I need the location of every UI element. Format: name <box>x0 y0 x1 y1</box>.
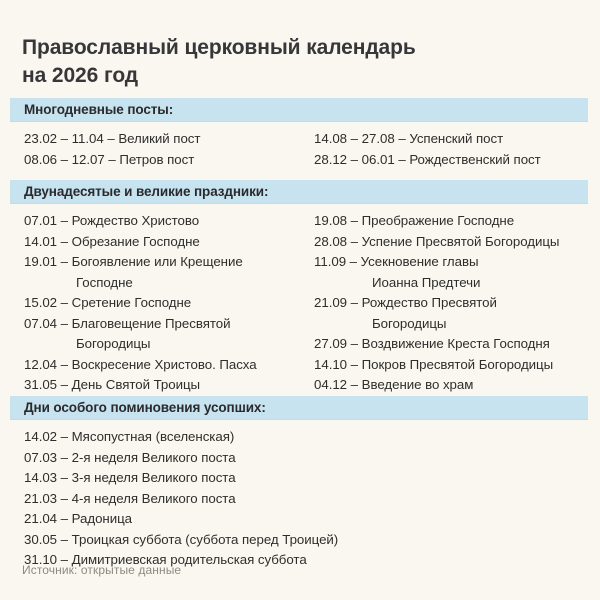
list-item: 08.06 – 12.07 – Петров пост <box>24 150 314 171</box>
entry-text: 11.09 – Усекновение главы <box>314 254 479 269</box>
list-item: 14.03 – 3-я неделя Великого поста <box>24 468 584 489</box>
entry-text: 19.01 – Богоявление или Крещение <box>24 254 243 269</box>
entry-continuation: Богородицы <box>76 336 151 351</box>
list-item: 11.09 – Усекновение главы Иоанна Предтеч… <box>314 252 600 293</box>
list-item: 19.08 – Преображение Господне <box>314 211 600 232</box>
entry-text: 07.01 – Рождество Христово <box>24 213 200 228</box>
entry-text: 28.12 – 06.01 – Рождественский пост <box>314 151 541 167</box>
list-item: 07.03 – 2-я неделя Великого поста <box>24 448 584 469</box>
entry-text: 30.05 – Троицкая суббота (суббота перед … <box>24 531 339 547</box>
fasts-right-column: 14.08 – 27.08 – Успенский пост 28.12 – 0… <box>314 129 600 170</box>
fasts-left-column: 23.02 – 11.04 – Великий пост 08.06 – 12.… <box>24 129 314 170</box>
entry-text: 04.12 – Введение во храм <box>314 377 474 392</box>
section-great-feasts: Двунадесятые и великие праздники: 07.01 … <box>10 180 588 416</box>
list-item: 14.08 – 27.08 – Успенский пост <box>314 129 600 150</box>
list-item: 12.04 – Воскресение Христово. Пасха <box>24 355 314 376</box>
section-body-memorial: 14.02 – Мясопустная (вселенская) 07.03 –… <box>10 420 588 571</box>
list-item: 14.02 – Мясопустная (вселенская) <box>24 427 584 448</box>
list-item: 15.02 – Сретение Господне <box>24 293 314 314</box>
entry-text: 14.08 – 27.08 – Успенский пост <box>314 131 504 146</box>
list-item: 07.04 – Благовещение Пресвятой Богородиц… <box>24 314 314 355</box>
entry-text: 14.01 – Обрезание Господне <box>24 233 200 249</box>
section-heading-feasts: Двунадесятые и великие праздники: <box>24 183 269 199</box>
list-item: 19.01 – Богоявление или Крещение Господн… <box>24 252 314 293</box>
section-header-bar-memorial: Дни особого поминовения усопших: <box>10 396 588 420</box>
entry-text: 14.03 – 3-я неделя Великого поста <box>24 470 236 485</box>
list-item: 28.12 – 06.01 – Рождественский пост <box>314 150 600 171</box>
section-header-bar-feasts: Двунадесятые и великие праздники: <box>10 180 588 204</box>
entry-text: 12.04 – Воскресение Христово. Пасха <box>24 356 257 372</box>
entry-text: 15.02 – Сретение Господне <box>24 295 192 310</box>
entry-text: 31.05 – День Святой Троицы <box>24 377 201 392</box>
list-item: 21.09 – Рождество Пресвятой Богородицы <box>314 293 600 334</box>
memorial-left-column: 14.02 – Мясопустная (вселенская) 07.03 –… <box>24 427 584 571</box>
entry-text: 27.09 – Воздвижение Креста Господня <box>314 336 550 351</box>
entry-continuation: Иоанна Предтечи <box>372 274 481 290</box>
list-item: 21.03 – 4-я неделя Великого поста <box>24 489 584 510</box>
source-note: Источник: открытые данные <box>22 563 182 577</box>
entry-text: 14.10 – Покров Пресвятой Богородицы <box>314 356 554 372</box>
entry-text: 07.04 – Благовещение Пресвятой <box>24 315 231 331</box>
section-heading-fasts: Многодневные посты: <box>24 101 174 117</box>
list-item: 14.10 – Покров Пресвятой Богородицы <box>314 355 600 376</box>
list-item: 14.01 – Обрезание Господне <box>24 232 314 253</box>
list-item: 23.02 – 11.04 – Великий пост <box>24 129 314 150</box>
list-item: 28.08 – Успение Пресвятой Богородицы <box>314 232 600 253</box>
section-multi-day-fasts: Многодневные посты: 23.02 – 11.04 – Вели… <box>10 98 588 170</box>
feasts-right-column: 19.08 – Преображение Господне 28.08 – Ус… <box>314 211 600 416</box>
entry-text: 31.10 – Димитриевская родительская суббо… <box>24 552 307 567</box>
list-item: 07.01 – Рождество Христово <box>24 211 314 232</box>
entry-text: 08.06 – 12.07 – Петров пост <box>24 151 195 167</box>
entry-text: 28.08 – Успение Пресвятой Богородицы <box>314 233 560 249</box>
page-title: Православный церковный календарь на 2026… <box>22 36 416 87</box>
entry-text: 07.03 – 2-я неделя Великого поста <box>24 449 236 465</box>
list-item: 27.09 – Воздвижение Креста Господня <box>314 334 600 355</box>
entry-text: 21.09 – Рождество Пресвятой <box>314 295 497 310</box>
feasts-left-column: 07.01 – Рождество Христово 14.01 – Обрез… <box>24 211 314 416</box>
list-item: 31.10 – Димитриевская родительская суббо… <box>24 550 584 571</box>
entry-continuation: Богородицы <box>372 315 447 331</box>
section-memorial-days: Дни особого поминовения усопших: 14.02 –… <box>10 396 588 571</box>
section-body-fasts: 23.02 – 11.04 – Великий пост 08.06 – 12.… <box>10 122 588 170</box>
entry-text: 14.02 – Мясопустная (вселенская) <box>24 429 235 444</box>
list-item: 30.05 – Троицкая суббота (суббота перед … <box>24 530 584 551</box>
entry-text: 21.04 – Радоница <box>24 511 133 526</box>
entry-text: 19.08 – Преображение Господне <box>314 213 515 228</box>
list-item: 31.05 – День Святой Троицы <box>24 375 314 396</box>
entry-text: 21.03 – 4-я неделя Великого поста <box>24 490 236 506</box>
list-item: 21.04 – Радоница <box>24 509 584 530</box>
section-body-feasts: 07.01 – Рождество Христово 14.01 – Обрез… <box>10 204 588 416</box>
entry-text: 23.02 – 11.04 – Великий пост <box>24 131 201 146</box>
section-header-bar-fasts: Многодневные посты: <box>10 98 588 122</box>
section-heading-memorial: Дни особого поминовения усопших: <box>24 399 266 415</box>
entry-continuation: Господне <box>76 274 133 290</box>
